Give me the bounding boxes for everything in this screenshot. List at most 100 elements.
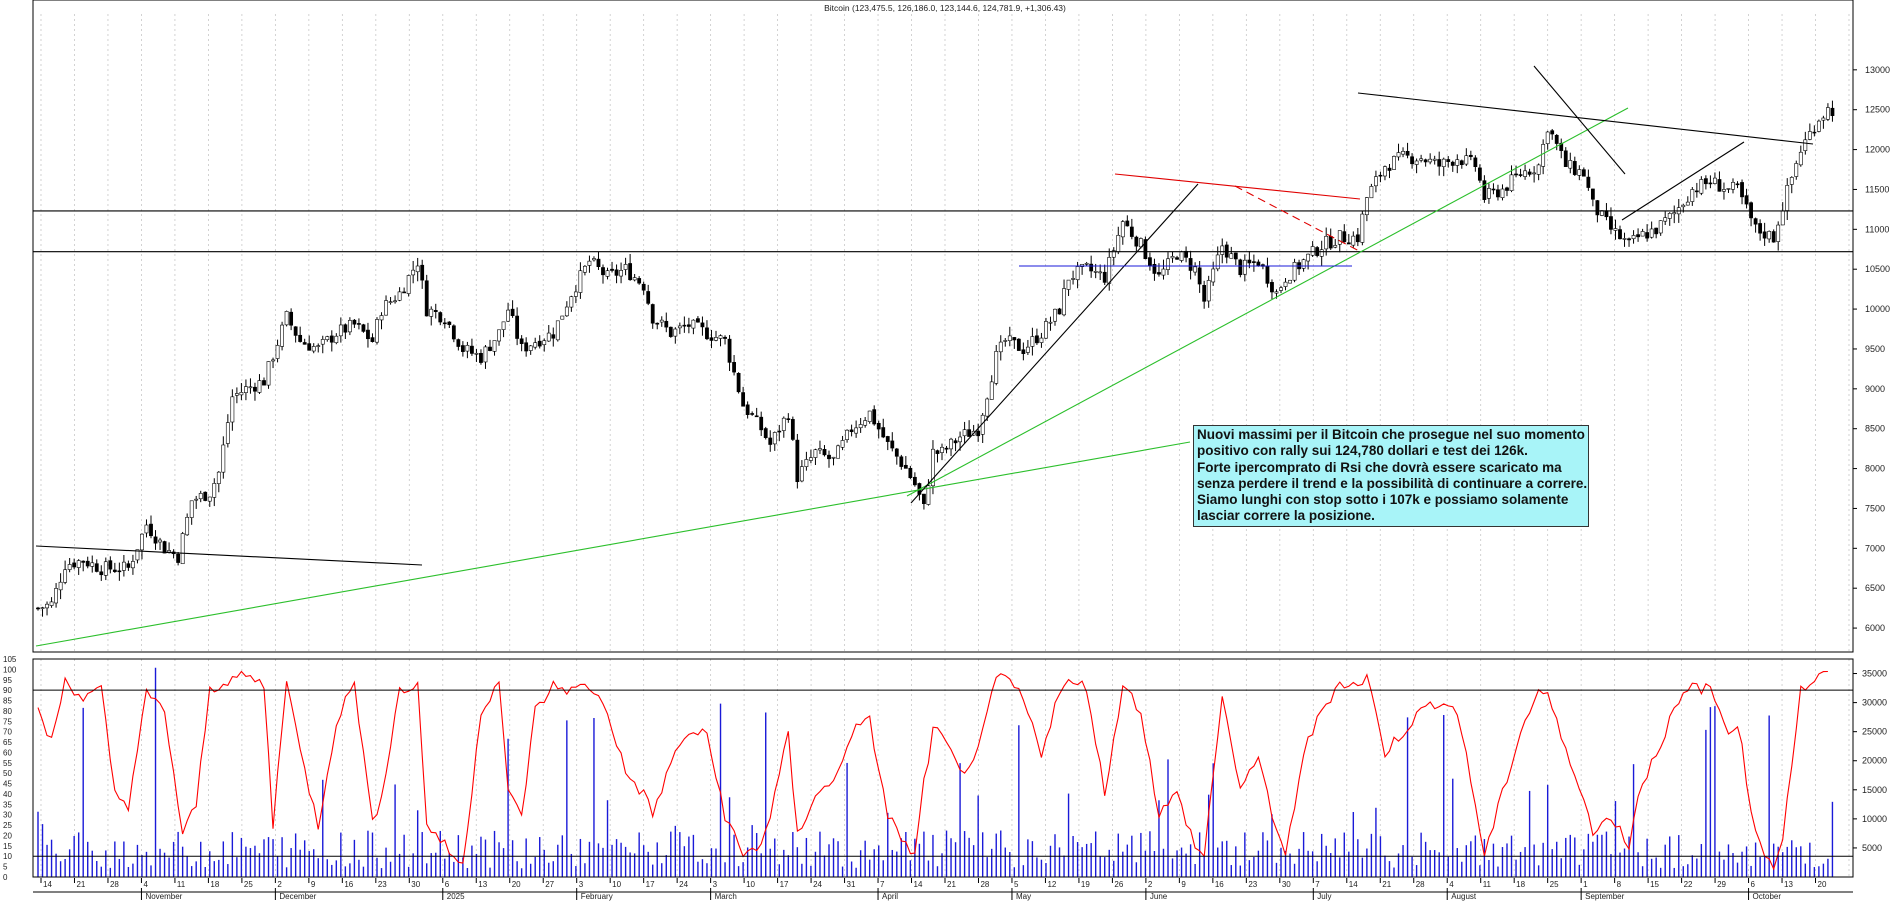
candle-body bbox=[614, 269, 619, 276]
candle-body bbox=[1821, 117, 1826, 121]
candle-body bbox=[470, 345, 474, 354]
candle-body bbox=[1378, 174, 1383, 177]
candle-body bbox=[560, 315, 565, 320]
candle-body bbox=[262, 380, 266, 386]
candle-body bbox=[397, 291, 402, 301]
candle-body bbox=[1337, 230, 1342, 245]
candle-body bbox=[1758, 223, 1763, 234]
candle-body bbox=[786, 418, 791, 420]
candle-body bbox=[1288, 279, 1292, 284]
candle-body bbox=[1473, 157, 1478, 168]
candle-body bbox=[596, 258, 601, 268]
rsi-tick-label: 40 bbox=[3, 790, 12, 799]
candle-body bbox=[447, 321, 452, 325]
candle-body bbox=[1550, 130, 1555, 135]
day-label: 3 bbox=[713, 880, 718, 889]
candle-body bbox=[112, 569, 117, 572]
candle-body bbox=[456, 339, 461, 347]
candle-body bbox=[1776, 224, 1781, 242]
candle-body bbox=[1044, 321, 1048, 339]
candle-body bbox=[637, 278, 642, 284]
candle-body bbox=[958, 436, 962, 443]
chart-title: Bitcoin (123,475.5, 126,186.0, 123,144.6… bbox=[824, 3, 1066, 13]
candle-body bbox=[406, 275, 411, 294]
candle-body bbox=[1446, 159, 1451, 162]
volume-tick-label: 30000 bbox=[1862, 698, 1887, 708]
price-tick-label: 9500 bbox=[1865, 344, 1885, 354]
candle-body bbox=[641, 283, 646, 291]
candle-body bbox=[1767, 231, 1772, 240]
candle-body bbox=[903, 464, 908, 469]
candle-body bbox=[212, 483, 217, 498]
candle-body bbox=[248, 386, 253, 389]
candle-body bbox=[537, 340, 542, 347]
day-label: 25 bbox=[244, 880, 253, 889]
day-label: 28 bbox=[980, 880, 989, 889]
candle-body bbox=[1826, 107, 1830, 120]
candle-body bbox=[1392, 156, 1396, 170]
candle-body bbox=[1609, 216, 1613, 230]
candle-body bbox=[573, 291, 578, 297]
candle-body bbox=[673, 328, 678, 337]
candle-body bbox=[1148, 257, 1152, 267]
day-label: 12 bbox=[1047, 880, 1056, 889]
day-label: 23 bbox=[378, 880, 387, 889]
candle-body bbox=[1202, 285, 1207, 302]
candle-body bbox=[1279, 287, 1283, 291]
price-tick-label: 7500 bbox=[1865, 503, 1885, 513]
candle-body bbox=[1089, 263, 1094, 272]
day-label: 28 bbox=[110, 880, 119, 889]
candle-body bbox=[189, 500, 194, 518]
candle-body bbox=[1007, 335, 1012, 341]
day-label: 14 bbox=[1349, 880, 1358, 889]
candle-body bbox=[1035, 335, 1039, 344]
candle-body bbox=[72, 562, 77, 568]
candle-body bbox=[569, 296, 574, 308]
candle-body bbox=[207, 496, 212, 502]
candle-body bbox=[510, 308, 515, 316]
candle-body bbox=[926, 485, 931, 505]
candle-body bbox=[90, 562, 95, 567]
day-label: 7 bbox=[880, 880, 885, 889]
candle-body bbox=[632, 277, 637, 281]
candle-body bbox=[1740, 182, 1744, 198]
candle-body bbox=[668, 326, 673, 337]
day-label: 10 bbox=[612, 880, 621, 889]
candle-body bbox=[1369, 186, 1374, 199]
candle-body bbox=[578, 270, 583, 293]
candle-body bbox=[840, 440, 845, 448]
candle-body bbox=[1703, 178, 1708, 185]
month-label: September bbox=[1585, 892, 1624, 901]
candle-body bbox=[108, 560, 113, 570]
candle-body bbox=[610, 268, 614, 271]
candle-body bbox=[442, 322, 447, 325]
candle-body bbox=[451, 325, 456, 340]
rsi-tick-label: 10 bbox=[3, 852, 12, 861]
candle-body bbox=[1536, 164, 1541, 175]
candle-body bbox=[1143, 239, 1148, 260]
candle-body bbox=[239, 392, 244, 396]
day-label: 5 bbox=[1014, 880, 1019, 889]
rsi-tick-label: 70 bbox=[3, 728, 12, 737]
candle-body bbox=[343, 324, 348, 333]
candle-body bbox=[619, 270, 623, 277]
candle-body bbox=[1328, 236, 1333, 249]
rsi-tick-label: 5 bbox=[3, 863, 8, 872]
candle-body bbox=[1437, 159, 1442, 167]
month-label: August bbox=[1451, 892, 1477, 901]
candle-body bbox=[1120, 221, 1125, 238]
candle-body bbox=[1179, 251, 1184, 261]
candle-body bbox=[1518, 174, 1523, 176]
rsi-tick-label: 50 bbox=[3, 769, 12, 778]
candle-body bbox=[257, 380, 262, 393]
rsi-tick-label: 100 bbox=[3, 665, 17, 674]
candle-body bbox=[1274, 291, 1279, 294]
price-tick-label: 6000 bbox=[1865, 623, 1885, 633]
month-label: October bbox=[1753, 892, 1782, 901]
candle-body bbox=[1003, 340, 1008, 342]
candle-body bbox=[1717, 179, 1722, 192]
candle-body bbox=[677, 325, 682, 329]
rising-wedge-line bbox=[1621, 141, 1745, 221]
candle-body bbox=[176, 553, 181, 563]
candle-body bbox=[375, 319, 379, 343]
